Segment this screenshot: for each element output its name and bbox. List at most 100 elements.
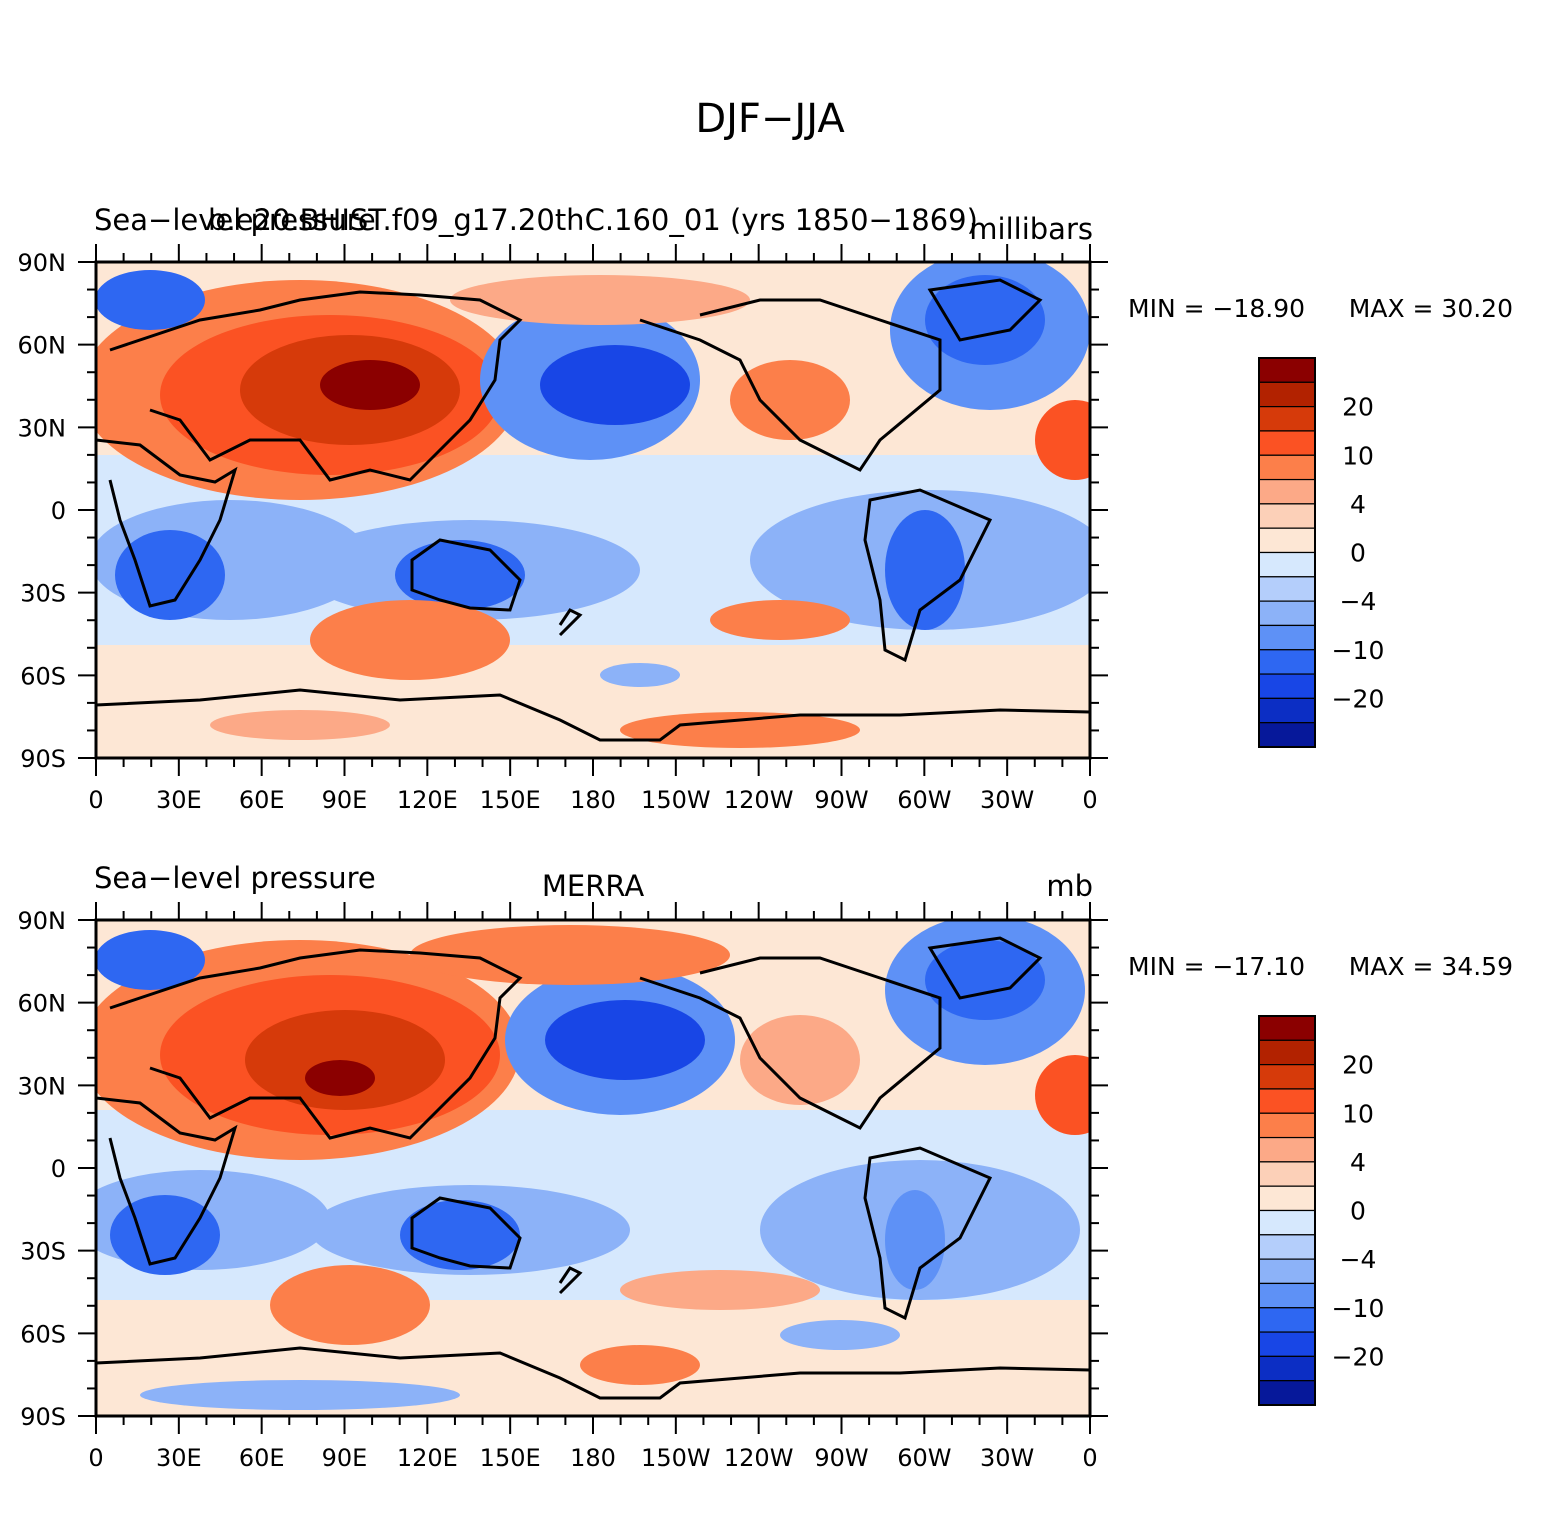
x-tick-label: 30E [156, 1444, 202, 1472]
x-tick-label: 30W [980, 786, 1034, 814]
y-tick-label: 90N [18, 907, 67, 935]
y-tick-label: 30S [20, 580, 66, 608]
colorbar-swatch [1258, 1355, 1316, 1382]
max-label: MAX = 34.59 [1349, 952, 1513, 981]
colorbar-swatch [1258, 406, 1316, 432]
y-tick-label: 30N [18, 414, 67, 442]
colorbar-swatch [1258, 673, 1316, 699]
y-tick-label: 90S [20, 1403, 66, 1431]
x-tick-label: 90W [814, 1444, 868, 1472]
colorbar-label: −4 [1340, 1245, 1377, 1274]
colorbar-label: 4 [1350, 1148, 1366, 1177]
y-tick-label: 0 [51, 1155, 66, 1183]
max-label: MAX = 30.20 [1349, 294, 1513, 323]
colorbar-swatch [1258, 357, 1316, 383]
x-tick-label: 90E [322, 786, 368, 814]
y-tick-label: 90S [20, 745, 66, 773]
colorbar-label: 20 [1342, 1051, 1374, 1080]
colorbar-swatch [1258, 1039, 1316, 1066]
x-tick-label: 60E [239, 1444, 285, 1472]
colorbar-swatch [1258, 1258, 1316, 1285]
coastline [96, 278, 1090, 742]
colorbar-swatch [1258, 600, 1316, 627]
colorbar-swatch [1258, 1015, 1316, 1041]
figure-title: DJF−JJA [695, 96, 845, 142]
x-tick-label: 150W [641, 786, 711, 814]
colorbar-swatch [1258, 551, 1316, 578]
panel-left-title: Sea−level pressure [94, 861, 376, 895]
colorbar-swatch [1258, 624, 1316, 651]
x-tick-label: 120W [724, 786, 794, 814]
colorbar-label: 10 [1342, 1099, 1374, 1128]
x-tick-label: 60W [897, 786, 951, 814]
colorbar-swatch [1258, 1380, 1316, 1406]
panel-model: Sea−level pressure b.e20.BHIST.f09_g17.2… [18, 203, 1514, 814]
y-tick-label: 60S [20, 662, 66, 690]
panel-left-title: Sea−level pressure [94, 203, 376, 237]
colorbar: 20 10 4 0 −4 −10 −20 [1258, 1015, 1385, 1406]
map-field [96, 920, 1090, 1416]
x-tick-label: 90E [322, 1444, 368, 1472]
colorbar-swatch [1258, 697, 1316, 724]
min-label: MIN = −18.90 [1128, 294, 1305, 323]
x-tick-label: 0 [1082, 1444, 1097, 1472]
colorbar: 20 10 4 0 −4 −10 −20 [1258, 357, 1385, 748]
colorbar-label: −10 [1332, 636, 1385, 665]
colorbar-label: −4 [1340, 587, 1377, 616]
x-tick-label: 90W [814, 786, 868, 814]
x-tick-label: 60E [239, 786, 285, 814]
colorbar-swatch [1258, 576, 1316, 602]
x-tick-label: 30W [980, 1444, 1034, 1472]
colorbar-label: 0 [1350, 1197, 1366, 1226]
colorbar-swatch [1258, 1161, 1316, 1187]
panel-center-title: b.e20.BHIST.f09_g17.20thC.160_01 (yrs 18… [208, 203, 978, 237]
map-field [96, 262, 1090, 758]
x-tick-label: 30E [156, 786, 202, 814]
colorbar-swatch [1258, 649, 1316, 675]
y-axis-ticks: 90N 60N 30N 0 30S 60S 90S [18, 249, 1108, 773]
colorbar-swatch [1258, 1064, 1316, 1090]
x-tick-label: 120E [397, 786, 458, 814]
colorbar-swatch [1258, 527, 1316, 554]
colorbar-label: −10 [1332, 1294, 1385, 1323]
y-tick-label: 30S [20, 1238, 66, 1266]
min-label: MIN = −17.10 [1128, 952, 1305, 981]
coastline [96, 936, 1090, 1400]
colorbar-swatch [1258, 1112, 1316, 1139]
x-tick-label: 0 [88, 1444, 103, 1472]
y-tick-label: 60S [20, 1320, 66, 1348]
x-tick-label: 0 [88, 786, 103, 814]
colorbar-swatch [1258, 478, 1316, 505]
colorbar-swatch [1258, 1234, 1316, 1260]
x-tick-label: 180 [570, 1444, 616, 1472]
colorbar-label: −20 [1332, 684, 1385, 713]
x-axis-ticks: 0 30E 60E 90E 120E 150E 180 150W 120W 90W 60W 30W 0 [88, 244, 1098, 814]
panel-units: millibars [969, 212, 1093, 246]
colorbar-swatch [1258, 1307, 1316, 1333]
colorbar-label: 10 [1342, 441, 1374, 470]
colorbar-swatch [1258, 1209, 1316, 1236]
colorbar-swatch [1258, 454, 1316, 481]
y-tick-label: 60N [18, 990, 67, 1018]
y-axis-ticks: 90N 60N 30N 0 30S 60S 90S [18, 907, 1108, 1431]
x-tick-label: 0 [1082, 786, 1097, 814]
colorbar-swatch [1258, 430, 1316, 456]
colorbar-swatch [1258, 1331, 1316, 1357]
colorbar-swatch [1258, 1185, 1316, 1212]
y-tick-label: 30N [18, 1072, 67, 1100]
colorbar-swatch [1258, 1136, 1316, 1163]
panel-units: mb [1046, 869, 1093, 903]
x-tick-label: 60W [897, 1444, 951, 1472]
x-tick-label: 150E [480, 786, 541, 814]
panel-obs: Sea−level pressure MERRA mb [18, 861, 1514, 1472]
colorbar-swatch [1258, 1088, 1316, 1114]
colorbar-swatch [1258, 381, 1316, 408]
panel-center-title: MERRA [542, 869, 644, 903]
x-tick-label: 120W [724, 1444, 794, 1472]
colorbar-label: −20 [1332, 1342, 1385, 1371]
x-tick-label: 180 [570, 786, 616, 814]
y-tick-label: 0 [51, 497, 66, 525]
x-tick-label: 120E [397, 1444, 458, 1472]
colorbar-label: 4 [1350, 490, 1366, 519]
